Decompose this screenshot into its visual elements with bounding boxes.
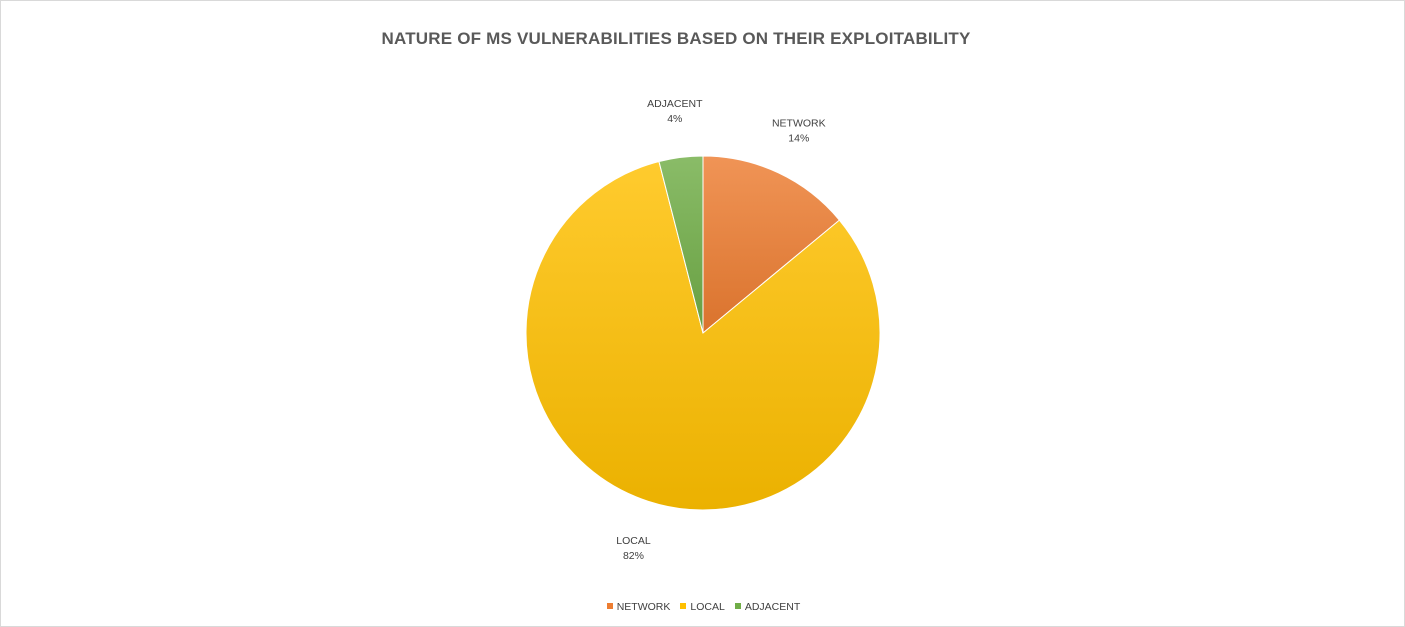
pie-slice-local bbox=[525, 160, 881, 511]
data-label-value-adjacent: 4% bbox=[667, 113, 682, 125]
legend-label: LOCAL bbox=[690, 601, 725, 613]
legend-swatch bbox=[734, 603, 741, 609]
legend: NETWORK LOCAL ADJACENT bbox=[1, 601, 1405, 613]
legend-item-adjacent: ADJACENT bbox=[734, 601, 801, 613]
pie-slice-network bbox=[702, 155, 841, 335]
data-label-category-local: LOCAL bbox=[616, 535, 651, 547]
legend-item-network: NETWORK bbox=[606, 601, 671, 613]
pie-data-labels: NETWORK 14% LOCAL 82% ADJACENT 4% bbox=[616, 98, 825, 562]
legend-item-local: LOCAL bbox=[680, 601, 725, 613]
data-label-category-adjacent: ADJACENT bbox=[647, 98, 703, 110]
chart-title: NATURE OF MS VULNERABILITIES BASED ON TH… bbox=[381, 29, 971, 48]
legend-label: ADJACENT bbox=[744, 601, 801, 613]
pie-slices bbox=[525, 155, 881, 511]
data-label-category-network: NETWORK bbox=[772, 117, 826, 129]
legend-swatch bbox=[606, 603, 613, 609]
legend-label: NETWORK bbox=[616, 601, 671, 613]
data-label-value-local: 82% bbox=[623, 550, 644, 562]
data-label-value-network: 14% bbox=[788, 132, 809, 144]
legend-swatch bbox=[680, 603, 687, 609]
pie-slice-adjacent bbox=[658, 155, 704, 334]
